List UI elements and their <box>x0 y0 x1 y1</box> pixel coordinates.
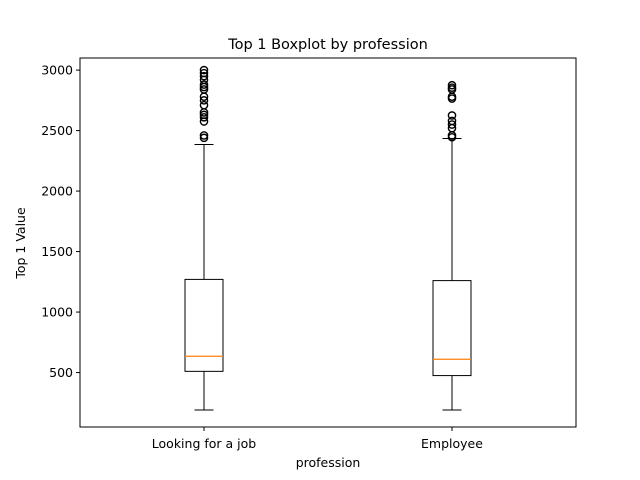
outlier-point <box>199 112 209 122</box>
y-tick-label: 2500 <box>41 123 73 138</box>
chart-title: Top 1 Boxplot by profession <box>227 37 428 53</box>
outlier-point <box>199 71 209 81</box>
outlier-point <box>447 116 457 126</box>
y-tick-label: 3000 <box>41 63 73 78</box>
axes-frame <box>79 57 577 428</box>
outlier-point <box>199 65 209 75</box>
y-tick-label: 2000 <box>41 184 73 199</box>
outlier-point <box>199 133 209 143</box>
x-tick-label: Employee <box>421 436 483 451</box>
outlier-point <box>447 83 457 92</box>
outlier-point <box>199 110 209 120</box>
box <box>432 280 472 377</box>
outlier-point <box>199 68 209 78</box>
outlier-point <box>447 111 457 120</box>
x-tick-label: Looking for a job <box>152 436 256 451</box>
outlier-point <box>199 100 209 110</box>
outlier-point <box>447 80 457 90</box>
plot-area: 500 1000 1500 2000 2500 3000 Looking for a job… <box>41 57 577 451</box>
y-tick-label: 1000 <box>41 305 73 320</box>
outlier-point <box>199 85 209 94</box>
y-axis-label: Top 1 Value <box>13 207 28 280</box>
outlier-point <box>199 80 209 89</box>
y-tick-label: 500 <box>49 365 73 380</box>
outlier-point <box>199 131 209 140</box>
outlier-point <box>447 120 457 129</box>
y-tick-label: 1500 <box>41 244 73 259</box>
outlier-point <box>199 96 209 105</box>
box <box>184 278 224 372</box>
x-axis-label: profession <box>296 455 361 470</box>
